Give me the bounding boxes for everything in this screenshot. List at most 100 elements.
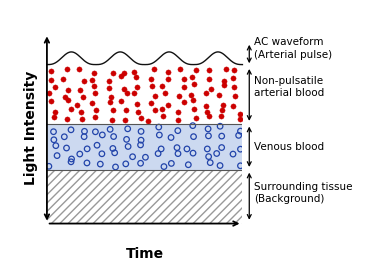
Point [168,135,174,140]
Point [111,151,118,155]
Point [216,93,222,98]
Point [68,107,74,111]
Point [237,112,243,116]
Point [48,69,54,73]
Point [177,67,183,71]
Point [99,133,106,137]
Point [134,102,140,107]
Point [68,128,74,132]
Point [158,147,164,151]
Point [219,145,225,150]
Point [137,143,143,147]
Point [92,130,99,134]
Point [51,114,57,119]
Point [79,117,85,121]
Point [230,76,236,80]
Point [125,144,131,149]
Point [160,114,166,119]
Point [165,77,171,81]
Point [237,117,243,121]
Point [106,86,112,90]
Point [180,85,187,89]
Point [77,88,83,92]
Bar [47,124,242,170]
Point [123,108,129,112]
Point [117,99,124,103]
Point [84,161,90,165]
Point [237,147,244,151]
Point [151,67,157,71]
Point [221,103,227,107]
Point [121,71,127,75]
Point [52,110,58,115]
Point [92,115,99,119]
Point [190,135,197,139]
Point [89,78,95,82]
Point [64,117,70,121]
Point [79,94,86,99]
Point [131,69,137,74]
Point [217,163,223,168]
Point [165,103,171,107]
Point [168,161,174,165]
Point [155,151,161,156]
Point [180,100,187,105]
Point [61,135,67,139]
Text: AC waveform
(Arterial pulse): AC waveform (Arterial pulse) [254,37,332,60]
Point [54,154,60,158]
Point [50,130,57,134]
Text: Venous blood: Venous blood [254,142,324,152]
Point [138,116,144,120]
Point [74,103,81,107]
Point [60,77,66,81]
Point [205,127,211,131]
Point [159,84,165,88]
Point [147,77,154,81]
Point [134,84,140,89]
Text: Light Intensity: Light Intensity [24,70,38,185]
Text: Non-pulsatile
arterial blood: Non-pulsatile arterial blood [254,76,325,98]
Point [165,70,171,75]
Point [111,134,117,139]
Point [91,84,97,88]
Point [189,75,196,79]
Point [206,77,212,81]
Point [81,79,87,83]
Point [108,95,114,99]
Point [121,87,127,91]
Point [231,94,238,98]
Point [174,145,180,150]
Point [106,79,112,83]
Point [51,138,57,142]
Point [176,94,182,98]
Point [203,90,209,95]
Point [213,151,220,156]
Point [99,152,105,156]
Text: Surrounding tissue
(Background): Surrounding tissue (Background) [254,182,353,204]
Point [61,95,68,99]
Text: Time: Time [126,247,164,261]
Point [230,152,236,156]
Point [159,107,165,112]
Point [218,114,224,118]
Point [175,129,181,133]
Point [94,143,100,147]
Point [191,82,197,87]
Point [129,155,136,159]
Point [193,116,199,120]
Point [148,101,154,105]
Point [206,68,212,72]
Point [118,74,124,79]
Point [190,98,197,103]
Point [138,129,144,134]
Point [190,107,197,111]
Point [81,129,88,133]
Point [206,114,212,118]
Point [123,162,129,166]
Point [48,78,54,82]
Point [204,109,210,114]
Point [122,118,128,122]
Point [145,119,151,123]
Point [112,165,118,169]
Point [65,87,71,92]
